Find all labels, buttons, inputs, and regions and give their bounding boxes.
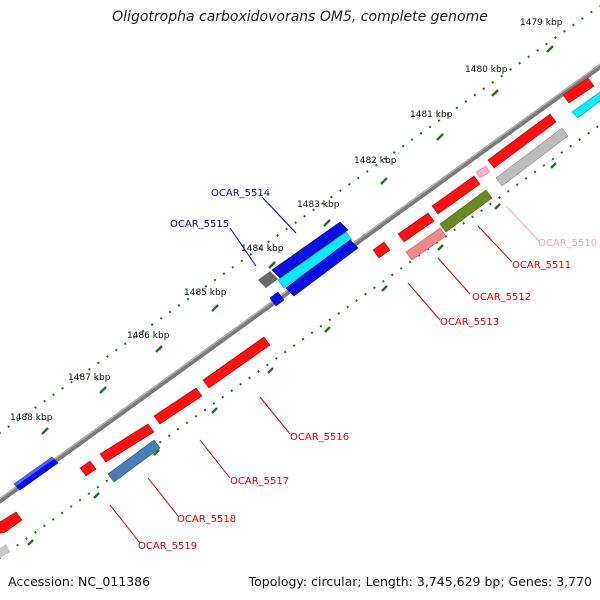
outer-ruler-dots	[0, 5, 600, 435]
scale-label: 1488 kbp	[10, 413, 53, 423]
leader-ocar-5517	[199, 439, 231, 479]
gene-arrow-ocar-5514-cyan[interactable]	[277, 231, 353, 289]
gene-arrow-ocar-5514[interactable]	[271, 221, 349, 279]
scale-label: 1484 kbp	[241, 244, 284, 254]
scale-labels: 1479 kbp 1480 kbp 1481 kbp 1482 kbp 1483…	[10, 18, 563, 423]
ruler-major-tick	[436, 133, 444, 141]
scale-label: 1487 kbp	[68, 373, 111, 383]
ruler-major-tick	[546, 45, 554, 53]
gene-arrow-red-top[interactable]	[562, 77, 595, 104]
label-ocar-5516[interactable]: OCAR_5516	[290, 432, 349, 443]
gene-arrow-ocar-5511[interactable]	[439, 189, 493, 233]
leader-ocar-5515	[229, 227, 257, 267]
scale-label: 1483 kbp	[297, 200, 340, 210]
gene-arrow-blue-highlight	[14, 457, 54, 486]
ruler-major-tick	[41, 427, 49, 435]
gene-arrow-ocar-5510[interactable]	[475, 165, 491, 179]
label-ocar-5513[interactable]: OCAR_5513	[440, 317, 499, 328]
gene-arrow-red-5518a[interactable]	[99, 423, 155, 463]
label-ocar-5517[interactable]: OCAR_5517	[230, 476, 289, 487]
scale-label: 1486 kbp	[127, 331, 170, 341]
scale-label: 1479 kbp	[520, 18, 563, 28]
leader-ocar-5513	[407, 282, 441, 321]
outer-scale-ruler	[0, 5, 600, 435]
ruler-major-tick	[380, 177, 388, 185]
leader-ocar-5519	[109, 504, 141, 544]
ruler-major-tick	[268, 261, 276, 269]
leader-ocar-5518	[147, 477, 179, 517]
gene-arrow-ocar-5517[interactable]	[153, 387, 203, 425]
label-ocar-5514[interactable]: OCAR_5514	[211, 188, 270, 199]
ruler-major-tick	[99, 386, 107, 394]
gene-arrow-red-5511a[interactable]	[431, 175, 481, 215]
scale-label: 1481 kbp	[410, 110, 453, 120]
ruler-major-tick	[323, 219, 331, 227]
forward-genes	[13, 77, 600, 491]
label-ocar-5511[interactable]: OCAR_5511	[512, 260, 571, 271]
inner-ruler-ticks	[27, 162, 557, 546]
gene-arrow-red-edge[interactable]	[0, 511, 23, 534]
ruler-major-tick	[155, 345, 163, 353]
inner-ruler-tick	[494, 203, 501, 210]
gene-arrow-gray-upper[interactable]	[495, 127, 569, 187]
inner-ruler-dots	[0, 124, 600, 560]
ruler-major-tick	[211, 304, 219, 312]
genome-summary-text: Topology: circular; Length: 3,745,629 bp…	[248, 574, 592, 589]
gene-labels: OCAR_5514 OCAR_5515 OCAR_5510 OCAR_5511 …	[138, 188, 597, 552]
inner-ruler-tick	[381, 285, 388, 292]
leader-ocar-5514	[261, 196, 297, 234]
inner-ruler-tick	[153, 449, 160, 456]
leader-ocar-5510	[505, 205, 541, 243]
label-ocar-5510[interactable]: OCAR_5510	[538, 238, 597, 249]
accession-text: Accession: NC_011386	[8, 574, 151, 589]
scale-label: 1482 kbp	[354, 156, 397, 166]
gene-arrow-ocar-5513[interactable]	[372, 241, 391, 259]
label-ocar-5518[interactable]: OCAR_5518	[177, 514, 236, 525]
gene-arrow-darkgray[interactable]	[258, 271, 278, 288]
label-ocar-5512[interactable]: OCAR_5512	[472, 292, 531, 303]
inner-ruler-tick	[27, 539, 34, 546]
leader-ocar-5516	[259, 396, 291, 435]
gene-arrow-ocar-5516[interactable]	[202, 336, 271, 389]
inner-ruler-tick	[324, 326, 331, 333]
inner-ruler-tick	[211, 407, 218, 414]
inner-ruler-tick	[550, 162, 557, 169]
gene-arrow-red-upper[interactable]	[487, 113, 557, 169]
gene-arrow-ocar-5515[interactable]	[285, 239, 359, 297]
gene-arrow-blue[interactable]	[13, 456, 59, 491]
leader-ocar-5512	[437, 257, 471, 295]
ruler-major-tick	[491, 89, 499, 97]
scale-label: 1480 kbp	[465, 65, 508, 75]
inner-ruler-tick	[437, 244, 444, 251]
inner-ruler-tick	[267, 367, 274, 374]
map-title: Oligotropha carboxidovorans OM5, complet…	[112, 9, 488, 25]
gene-arrow-red-5512a[interactable]	[397, 212, 435, 243]
gene-arrow-ocar-5512[interactable]	[405, 227, 447, 261]
gene-arrow-cyan-edge[interactable]	[571, 91, 600, 119]
reverse-genes	[0, 113, 569, 558]
label-ocar-5519[interactable]: OCAR_5519	[138, 541, 197, 552]
leader-ocar-5511	[477, 225, 513, 263]
gene-arrow-ocar-5519[interactable]	[79, 460, 97, 477]
leader-lines	[109, 196, 541, 544]
inner-ruler-tick	[93, 492, 100, 499]
gene-arrow-ocar-5515-small[interactable]	[269, 291, 285, 307]
gene-arrow-gray-edge[interactable]	[0, 544, 10, 558]
scale-label: 1485 kbp	[184, 288, 227, 298]
gene-arrow-ocar-5518[interactable]	[107, 439, 161, 483]
label-ocar-5515[interactable]: OCAR_5515	[170, 219, 229, 230]
